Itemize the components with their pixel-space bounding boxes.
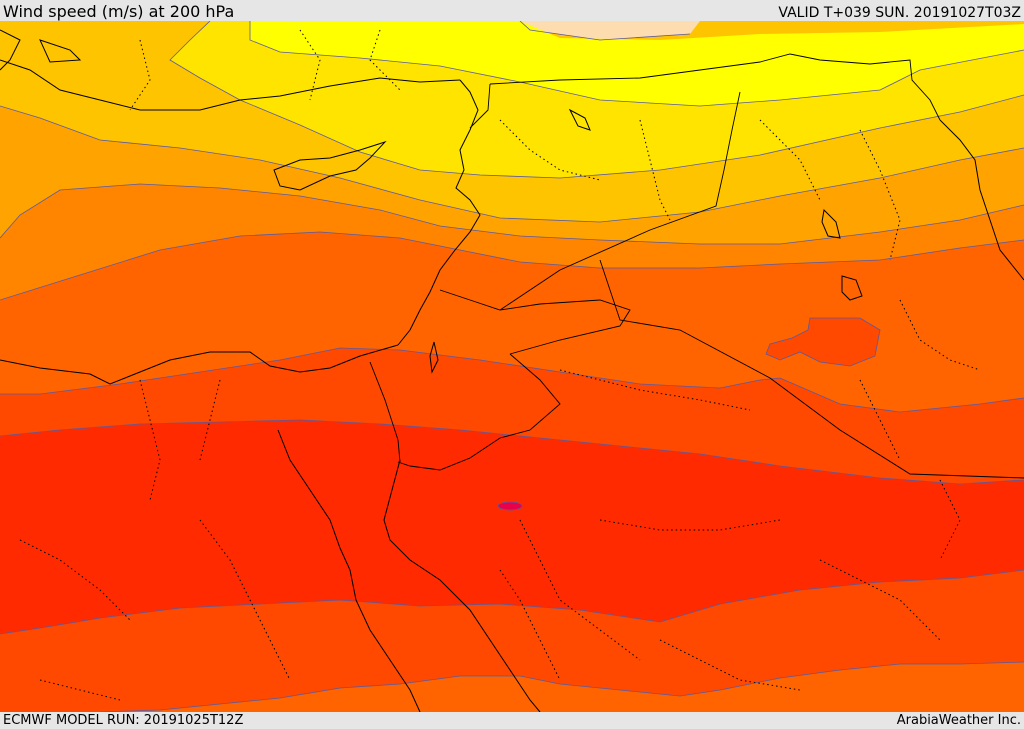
- band-dark-orange: [0, 232, 1024, 412]
- coastlines: [0, 29, 1024, 712]
- band-yellow: [250, 21, 1024, 106]
- band-lower-orange-red: [0, 570, 1024, 712]
- header-bar: Wind speed (m/s) at 200 hPa VALID T+039 …: [0, 0, 1024, 21]
- credit-label: ArabiaWeather Inc.: [896, 713, 1021, 728]
- band-orange-1: [0, 106, 1024, 244]
- jet-core: [497, 501, 523, 511]
- band-bottom-orange: [100, 662, 1024, 712]
- country-borders: [369, 53, 1024, 479]
- band-orange-2: [0, 184, 1024, 300]
- wind-speed-map: [0, 21, 1024, 712]
- contour-lines: [0, 21, 1024, 712]
- admin-boundaries: [19, 29, 981, 701]
- valid-time: VALID T+039 SUN. 20191027T03Z: [778, 5, 1021, 21]
- map-title: Wind speed (m/s) at 200 hPa: [3, 2, 235, 21]
- band-amber: [0, 21, 1024, 222]
- footer-bar: ECMWF MODEL RUN: 20191025T12Z ArabiaWeat…: [0, 712, 1024, 729]
- model-run-label: ECMWF MODEL RUN: 20191025T12Z: [3, 713, 244, 728]
- band-orange-red: [0, 348, 1024, 484]
- band-top-peach: [520, 21, 700, 40]
- band-red: [0, 420, 1024, 634]
